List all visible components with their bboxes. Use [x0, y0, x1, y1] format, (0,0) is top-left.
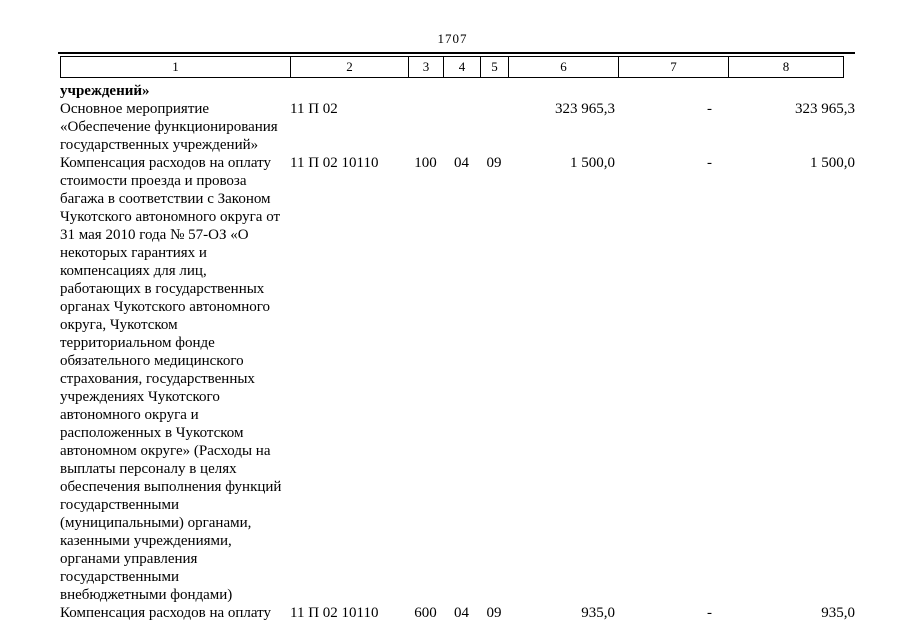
- text-line: государственными: [60, 497, 179, 513]
- text-line: некоторых гарантиях и: [60, 245, 207, 261]
- text-line: Чукотского автономного округа от: [60, 209, 281, 225]
- text-line: 31 мая 2010 года № 57-ОЗ «О: [60, 227, 249, 243]
- text-line: автономного округа и: [60, 407, 199, 423]
- text-line: стоимости проезда и провоза: [60, 173, 247, 189]
- cell-expense-type: 100: [414, 155, 437, 171]
- text-line: государственных учреждений»: [60, 137, 259, 153]
- column-number-5: 5: [481, 56, 509, 78]
- column-number-3: 3: [409, 56, 444, 78]
- cell-amount-federal: -: [707, 605, 712, 621]
- cell-amount-federal: -: [707, 101, 712, 117]
- text-line: страхования, государственных: [60, 371, 255, 387]
- cell-amount-regional: 935,0: [821, 605, 855, 621]
- column-number-1: 1: [61, 56, 291, 78]
- cell-name: Основное мероприятие «Обеспечение функцио…: [60, 100, 290, 154]
- cell-amount-total: 323 965,3: [555, 101, 615, 117]
- text-line: выплаты персоналу в целях: [60, 461, 237, 477]
- cell-amount-regional: 1 500,0: [810, 155, 855, 171]
- text-line: багажа в соответствии с Законом: [60, 191, 271, 207]
- cell-name: Компенсация расходов на оплату: [60, 604, 290, 622]
- text-line: расположенных в Чукотском: [60, 425, 244, 441]
- column-number-4: 4: [444, 56, 481, 78]
- column-number-8: 8: [729, 56, 844, 78]
- table-body: учреждений» Основное мероприятие «Обеспече…: [60, 82, 858, 622]
- text-line: Компенсация расходов на оплату: [60, 605, 272, 621]
- column-number-6: 6: [509, 56, 619, 78]
- text-line: округа, Чукотском: [60, 317, 178, 333]
- text-line: Основное мероприятие: [60, 101, 210, 117]
- cell-target-article-code: 11 П 02 10110: [290, 605, 379, 621]
- cell-subsection: 09: [486, 155, 502, 171]
- text-line: обязательного медицинского: [60, 353, 244, 369]
- text-line: Компенсация расходов на оплату: [60, 155, 272, 171]
- cell-target-article-code: 11 П 02 10110: [290, 155, 379, 171]
- text-line: работающих в государственных: [60, 281, 265, 297]
- column-number-7: 7: [619, 56, 729, 78]
- cell-expense-type: 600: [414, 605, 437, 621]
- text-line: «Обеспечение функционирования: [60, 119, 278, 135]
- table-top-border: [58, 52, 855, 54]
- cell-name: Компенсация расходов на оплату стоимости …: [60, 154, 290, 604]
- table-row: Компенсация расходов на оплату стоимости …: [60, 154, 858, 604]
- text-line: казенными учреждениями,: [60, 533, 232, 549]
- column-number-header-row: 1 2 3 4 5 6 7 8: [60, 56, 844, 78]
- text-line: органах Чукотского автономного: [60, 299, 271, 315]
- page-number: 1707: [437, 31, 468, 46]
- cell-section: 04: [454, 605, 469, 621]
- cell-amount-federal: -: [707, 155, 712, 171]
- cell-section: 04: [454, 155, 469, 171]
- table-row: Основное мероприятие «Обеспечение функцио…: [60, 100, 858, 154]
- column-number-2: 2: [291, 56, 409, 78]
- text-line: автономном округе» (Расходы на: [60, 443, 271, 459]
- text-line: органами управления: [60, 551, 198, 567]
- text-line: учреждениях Чукотского: [60, 389, 220, 405]
- text-line: обеспечения выполнения функций: [60, 479, 282, 495]
- text-line: внебюджетными фондами): [60, 587, 233, 603]
- table-row: Компенсация расходов на оплату 11 П 02 10…: [60, 604, 858, 622]
- cell-target-article-code: 11 П 02: [290, 101, 338, 117]
- text-line: компенсациях для лиц,: [60, 263, 207, 279]
- text-line: учреждений»: [60, 83, 150, 99]
- cell-name: учреждений»: [60, 82, 290, 100]
- cell-amount-regional: 323 965,3: [795, 101, 855, 117]
- table-row: учреждений»: [60, 82, 858, 100]
- text-line: территориальном фонде: [60, 335, 215, 351]
- text-line: (муниципальными) органами,: [60, 515, 252, 531]
- cell-subsection: 09: [486, 605, 502, 621]
- cell-amount-total: 935,0: [581, 605, 615, 621]
- cell-amount-total: 1 500,0: [570, 155, 615, 171]
- text-line: государственными: [60, 569, 179, 585]
